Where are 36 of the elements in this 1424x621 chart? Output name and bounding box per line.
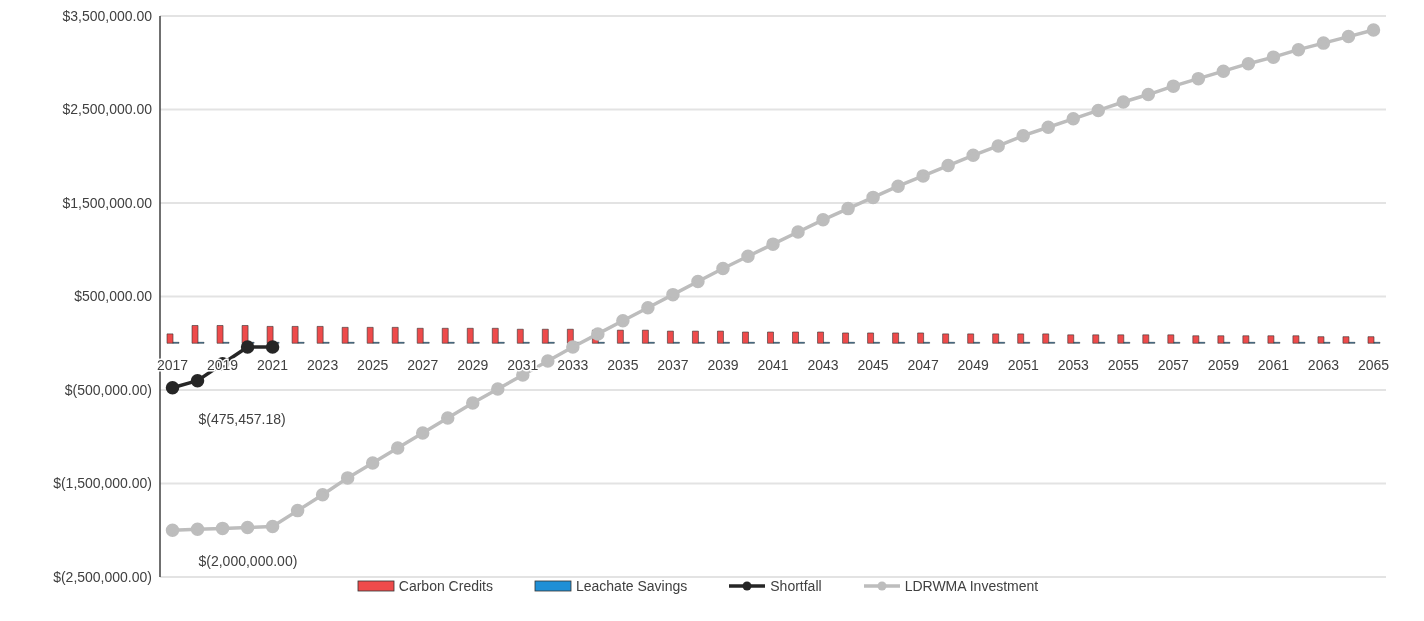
x-tick-label: 2027 (407, 356, 439, 373)
x-tick-label: 2051 (1007, 356, 1039, 373)
x-tick-label: 2029 (457, 356, 489, 373)
x-tick-label: 2035 (607, 356, 639, 373)
data-label: $(475,457.18) (198, 410, 286, 427)
x-tick-label: 2031 (507, 356, 539, 373)
x-tick-label: 2021 (257, 356, 289, 373)
legend-label: Shortfall (770, 578, 822, 594)
y-tick-label: $(1,500,000.00) (53, 475, 152, 492)
y-tick-label: $3,500,000.00 (62, 7, 153, 24)
y-tick-label: $500,000.00 (74, 288, 153, 305)
x-tick-label: 2053 (1057, 356, 1090, 373)
x-tick-label: 2065 (1357, 356, 1390, 373)
y-tick-label: $(2,500,000.00) (53, 568, 152, 585)
x-tick-label: 2037 (657, 356, 689, 373)
y-tick-label: $2,500,000.00 (62, 101, 153, 118)
x-tick-label: 2059 (1207, 356, 1240, 373)
x-tick-label: 2041 (757, 356, 789, 373)
x-tick-label: 2055 (1107, 356, 1140, 373)
x-tick-label: 2063 (1307, 356, 1340, 373)
y-tick-label: $1,500,000.00 (62, 194, 153, 211)
x-tick-label: 2049 (957, 356, 989, 373)
x-tick-label: 2025 (357, 356, 389, 373)
x-tick-label: 2033 (557, 356, 589, 373)
x-tick-label: 2047 (907, 356, 939, 373)
x-tick-label: 2045 (857, 356, 889, 373)
legend-label: Leachate Savings (575, 578, 688, 594)
legend-label: Carbon Credits (398, 578, 493, 594)
x-tick-label: 2039 (707, 356, 739, 373)
legend-label: LDRWMA Investment (904, 578, 1039, 594)
x-tick-label: 2061 (1257, 356, 1290, 373)
x-tick-label: 2057 (1157, 356, 1190, 373)
x-tick-label: 2023 (307, 356, 339, 373)
y-tick-label: $(500,000.00) (64, 381, 152, 398)
x-tick-label: 2043 (807, 356, 839, 373)
data-label: $(2,000,000.00) (198, 553, 298, 570)
